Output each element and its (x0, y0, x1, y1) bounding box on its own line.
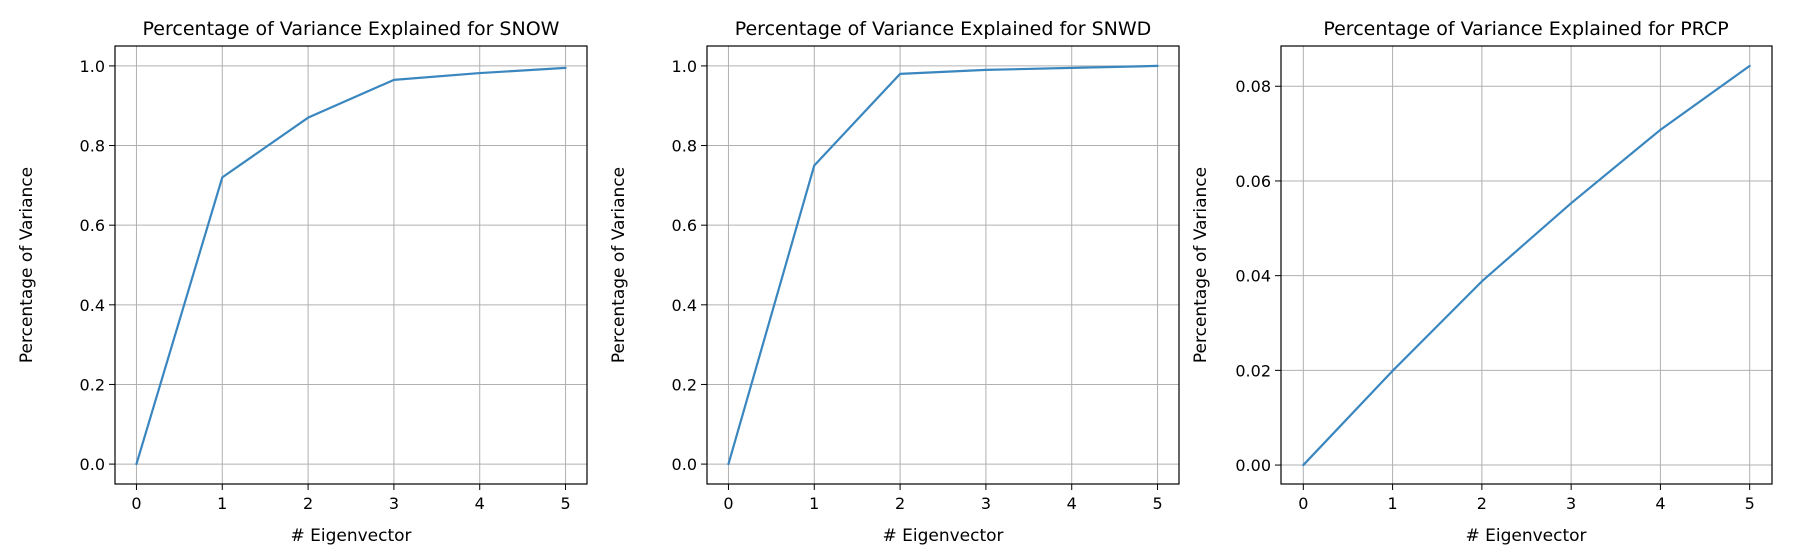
plot-frame (706, 45, 1180, 485)
y-axis-label: Percentage of Variance (609, 167, 629, 363)
axis-ticks: 0 1 2 3 4 5 0.0 0.2 0.4 0.6 0.8 1.0 (80, 57, 571, 513)
gridlines (707, 46, 1179, 484)
chart-title: Percentage of Variance Explained for SNO… (143, 18, 560, 40)
gridlines (1281, 46, 1772, 484)
y-tick-label: 0.8 (672, 137, 697, 156)
series-marks (135, 66, 567, 466)
chart-panel-prcp: 0 1 2 3 4 5 0.00 0.02 0.04 0.06 0.08 Percentage of… (1191, 18, 1773, 546)
x-tick-label: 5 (1152, 494, 1162, 513)
x-tick-label: 3 (389, 494, 399, 513)
x-tick-label: 2 (1477, 494, 1487, 513)
y-tick-label: 0.6 (80, 216, 105, 235)
x-axis-label: # Eigenvector (882, 526, 1003, 546)
y-tick-label: 1.0 (80, 57, 105, 76)
y-tick-label: 0.08 (1235, 77, 1271, 96)
chart-title: Percentage of Variance Explained for SNW… (735, 18, 1152, 40)
gridlines (115, 46, 587, 484)
y-axis-label: Percentage of Variance (17, 167, 37, 363)
y-tick-label: 1.0 (672, 57, 697, 76)
y-tick-label: 0.2 (80, 375, 105, 394)
y-tick-label: 0.06 (1235, 172, 1271, 191)
axis-ticks: 0 1 2 3 4 5 0.00 0.02 0.04 0.06 0.08 (1235, 77, 1754, 513)
x-tick-label: 1 (217, 494, 227, 513)
series-line (727, 64, 1159, 466)
plot-frame (1280, 45, 1773, 485)
y-tick-label: 0.0 (672, 455, 697, 474)
series-line (135, 66, 567, 466)
y-tick-label: 0.02 (1235, 361, 1271, 380)
y-axis-label: Percentage of Variance (1191, 167, 1211, 363)
y-tick-label: 0.4 (80, 296, 105, 315)
x-tick-label: 3 (1566, 494, 1576, 513)
chart-title: Percentage of Variance Explained for PRC… (1323, 18, 1728, 40)
x-tick-label: 0 (131, 494, 141, 513)
x-tick-label: 4 (1067, 494, 1077, 513)
x-tick-label: 1 (809, 494, 819, 513)
y-tick-label: 0.4 (672, 296, 697, 315)
plot-frame (114, 45, 588, 485)
y-tick-label: 0.2 (672, 375, 697, 394)
y-tick-label: 0.6 (672, 216, 697, 235)
axis-ticks: 0 1 2 3 4 5 0.0 0.2 0.4 0.6 0.8 1.0 (672, 57, 1163, 513)
y-tick-label: 0.00 (1235, 456, 1271, 475)
x-tick-label: 2 (303, 494, 313, 513)
x-tick-label: 2 (895, 494, 905, 513)
x-tick-label: 5 (560, 494, 570, 513)
series-marks (1302, 64, 1751, 467)
x-tick-label: 4 (1655, 494, 1665, 513)
x-tick-label: 1 (1387, 494, 1397, 513)
chart-panel-snow: 0 1 2 3 4 5 0.0 0.2 0.4 0.6 0.8 1.0 Percentage of V… (17, 18, 588, 546)
x-tick-label: 0 (1298, 494, 1308, 513)
x-tick-label: 4 (475, 494, 485, 513)
x-axis-label: # Eigenvector (290, 526, 411, 546)
x-tick-label: 5 (1745, 494, 1755, 513)
y-tick-label: 0.8 (80, 137, 105, 156)
series-marks (727, 64, 1159, 466)
series-line (1302, 64, 1751, 467)
x-axis-label: # Eigenvector (1465, 526, 1586, 546)
x-tick-label: 0 (723, 494, 733, 513)
y-tick-label: 0.0 (80, 455, 105, 474)
x-tick-label: 3 (981, 494, 991, 513)
y-tick-label: 0.04 (1235, 267, 1271, 286)
chart-panel-snwd: 0 1 2 3 4 5 0.0 0.2 0.4 0.6 0.8 1.0 Percentage of V… (609, 18, 1180, 546)
